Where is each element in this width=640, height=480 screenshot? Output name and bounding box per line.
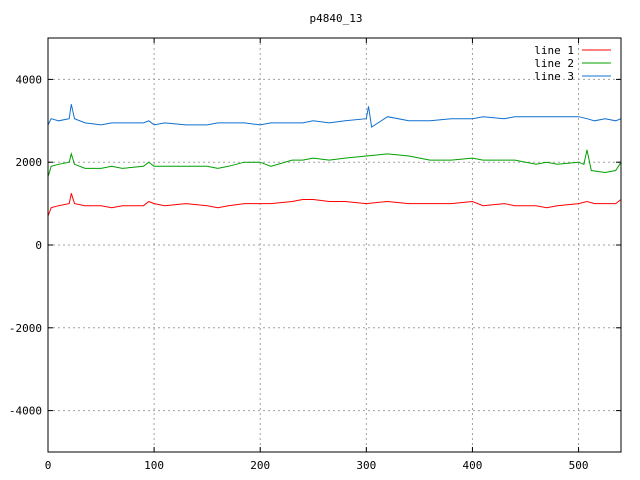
x-tick-label: 500: [569, 459, 589, 472]
legend-label-2: line 2: [534, 57, 574, 70]
series-line-2: [47, 149, 622, 177]
y-tick-label: 2000: [16, 156, 43, 169]
x-tick-label: 200: [250, 459, 270, 472]
x-tick-label: 400: [463, 459, 483, 472]
series-lines: [47, 104, 622, 217]
y-tick-label: -2000: [9, 322, 42, 335]
y-tick-label: -4000: [9, 405, 42, 418]
grid: [48, 38, 621, 452]
legend-label-3: line 3: [534, 70, 574, 83]
series-line-3: [47, 104, 622, 128]
x-tick-label: 100: [144, 459, 164, 472]
x-tick-label: 0: [45, 459, 52, 472]
y-tick-label: 4000: [16, 73, 43, 86]
x-tick-label: 300: [356, 459, 376, 472]
axis-ticks: 0 100 200 300 400 500 -4000 -2000 0 2000 4000: [9, 38, 621, 472]
legend-label-1: line 1: [534, 44, 574, 57]
series-line-1: [47, 193, 622, 217]
chart-title: p4840_13: [310, 12, 363, 25]
plot-frame: [47, 37, 622, 453]
y-tick-label: 0: [35, 239, 42, 252]
